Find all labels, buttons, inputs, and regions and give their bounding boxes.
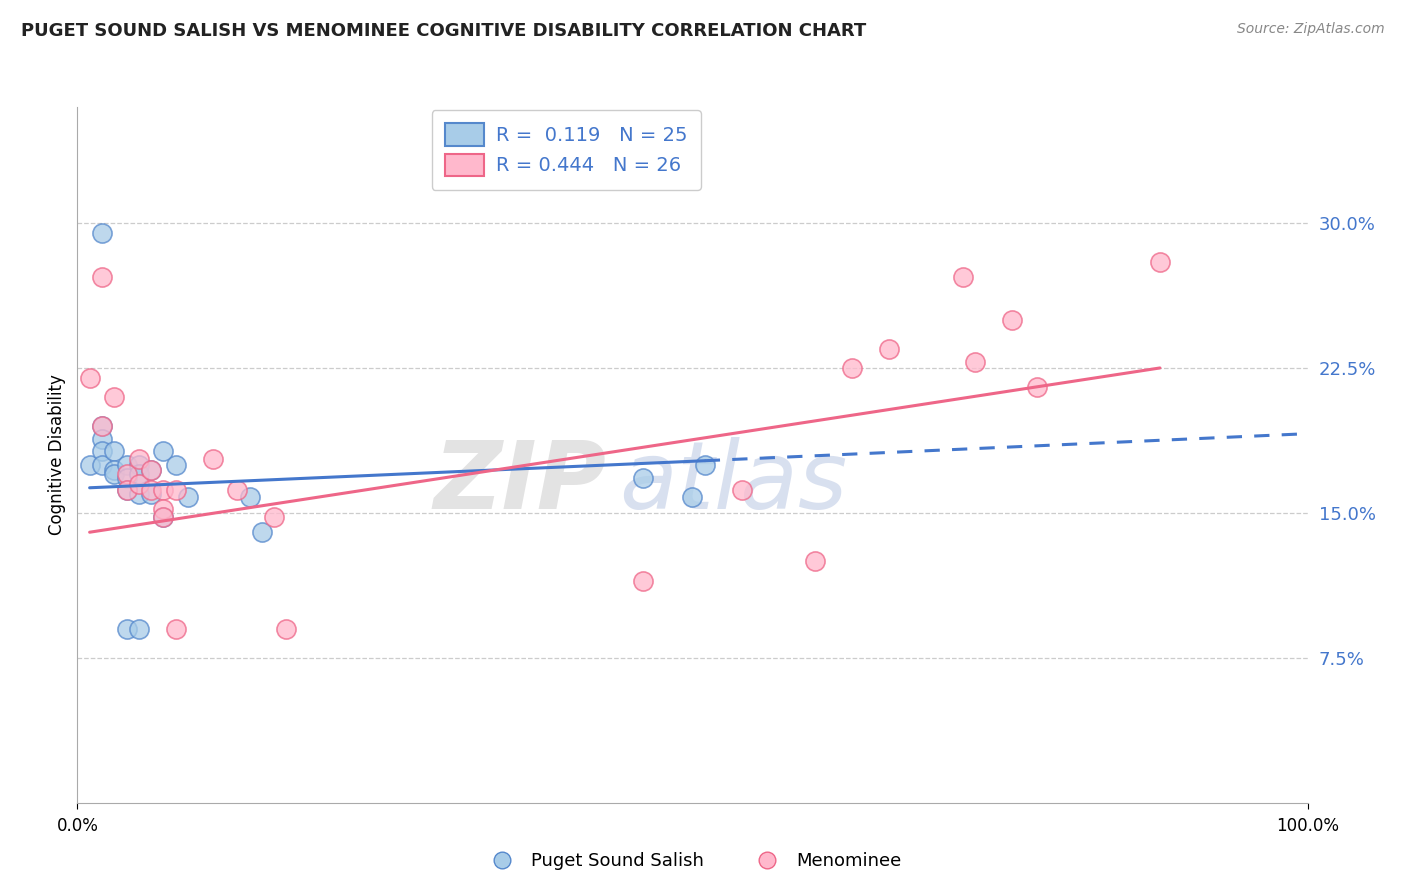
Point: [250, 525, 273, 540]
Point: [1149, 254, 1171, 268]
Point: [103, 463, 125, 477]
Point: [79, 458, 101, 472]
Point: [165, 622, 187, 636]
Point: [141, 463, 163, 477]
Point: [841, 361, 863, 376]
Point: [152, 502, 174, 516]
Point: [682, 491, 704, 505]
Point: [128, 476, 150, 491]
Point: [201, 451, 224, 466]
Point: [79, 370, 101, 384]
Point: [952, 270, 974, 285]
Point: [965, 355, 987, 369]
Point: [141, 483, 163, 497]
Point: [804, 554, 827, 568]
Point: [177, 491, 200, 505]
Point: [152, 509, 174, 524]
Point: [90, 433, 114, 447]
Point: [633, 471, 655, 485]
Point: [115, 483, 138, 497]
Y-axis label: Cognitive Disability: Cognitive Disability: [48, 375, 66, 535]
Point: [90, 419, 114, 434]
Text: Source: ZipAtlas.com: Source: ZipAtlas.com: [1237, 22, 1385, 37]
Point: [141, 463, 163, 477]
Point: [103, 444, 125, 458]
Point: [239, 491, 262, 505]
Point: [115, 622, 138, 636]
Point: [152, 483, 174, 497]
Point: [141, 486, 163, 500]
Point: [633, 574, 655, 588]
Point: [128, 458, 150, 472]
Point: [90, 419, 114, 434]
Point: [103, 467, 125, 482]
Point: [152, 444, 174, 458]
Text: PUGET SOUND SALISH VS MENOMINEE COGNITIVE DISABILITY CORRELATION CHART: PUGET SOUND SALISH VS MENOMINEE COGNITIV…: [21, 22, 866, 40]
Point: [103, 390, 125, 404]
Point: [263, 509, 285, 524]
Point: [165, 458, 187, 472]
Point: [128, 451, 150, 466]
Legend: Puget Sound Salish, Menominee: Puget Sound Salish, Menominee: [477, 845, 908, 877]
Point: [115, 471, 138, 485]
Point: [165, 483, 187, 497]
Point: [115, 458, 138, 472]
Point: [693, 458, 716, 472]
Point: [90, 458, 114, 472]
Text: ZIP: ZIP: [433, 437, 606, 529]
Text: atlas: atlas: [619, 437, 846, 528]
Point: [226, 483, 249, 497]
Point: [1001, 312, 1024, 326]
Point: [128, 467, 150, 482]
Point: [276, 622, 298, 636]
Point: [731, 483, 754, 497]
Point: [90, 226, 114, 240]
Point: [90, 444, 114, 458]
Point: [115, 467, 138, 482]
Point: [128, 622, 150, 636]
Point: [90, 270, 114, 285]
Point: [152, 509, 174, 524]
Point: [1026, 380, 1049, 394]
Point: [879, 342, 901, 356]
Point: [128, 486, 150, 500]
Point: [115, 483, 138, 497]
